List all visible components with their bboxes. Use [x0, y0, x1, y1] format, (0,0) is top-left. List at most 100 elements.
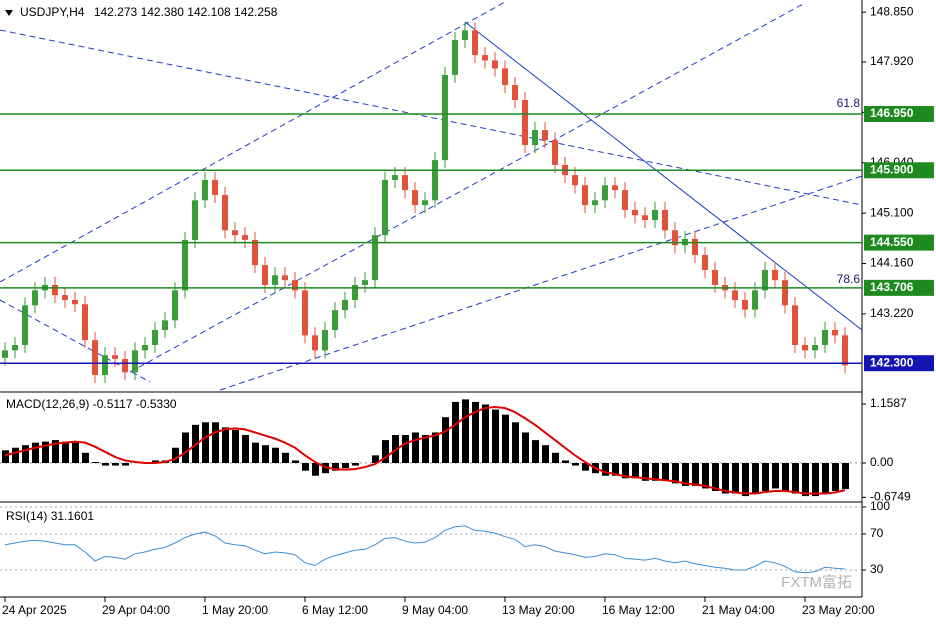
level-label: 146.950 [870, 106, 914, 120]
x-tick-label: 1 May 20:00 [202, 603, 268, 617]
histogram-bar [742, 463, 749, 497]
level-box [864, 279, 934, 296]
histogram-bar [772, 463, 779, 489]
candle-body [152, 329, 158, 345]
candle-body [702, 254, 708, 270]
histogram-bar [252, 442, 259, 464]
candle-body [282, 275, 288, 281]
histogram-bar [702, 463, 709, 489]
candle-body [252, 239, 258, 266]
histogram-bar [522, 432, 529, 464]
candle-body [632, 209, 638, 216]
level-box [864, 162, 934, 179]
indicator-value: 31.1601 [51, 509, 95, 523]
menu-icon [5, 10, 13, 16]
candle-body [242, 235, 248, 240]
candle-body [112, 355, 118, 359]
indicator-header: MACD(12,26,9) -0.5117 -0.5330 [6, 397, 177, 411]
histogram-bar [382, 440, 389, 464]
candle-body [292, 280, 298, 291]
candle-body [332, 310, 338, 330]
signal-line [4, 406, 846, 495]
histogram-bar [62, 441, 69, 464]
candle-body [712, 269, 718, 285]
histogram-bar [72, 442, 79, 464]
histogram-bar [182, 432, 189, 464]
histogram-bar [112, 463, 119, 466]
histogram-bar [32, 442, 39, 464]
candle-body [262, 265, 268, 285]
histogram-bar [332, 463, 339, 471]
candle-body [12, 344, 18, 351]
histogram-bar [802, 463, 809, 497]
candle-body [232, 230, 238, 236]
candle-body [322, 329, 328, 351]
histogram-bar [82, 452, 89, 464]
candle-body [642, 215, 648, 221]
histogram-bar [92, 461, 99, 464]
y-tick-label: 100 [870, 499, 890, 513]
candle-body [462, 30, 468, 41]
indicator-value: -0.5117 [93, 397, 133, 411]
histogram-bar [412, 432, 419, 464]
candle-body [572, 175, 578, 186]
histogram-bar [482, 404, 489, 464]
candle-body [402, 175, 408, 191]
trendline [464, 21, 863, 331]
y-tick-label: 0.00 [870, 455, 894, 469]
histogram-bar [402, 435, 409, 464]
histogram-bar [762, 463, 769, 491]
histogram-bar [152, 460, 159, 464]
y-tick-label: 30 [870, 562, 884, 576]
histogram-bar [792, 463, 799, 494]
level-box [864, 106, 934, 123]
candle-body [602, 185, 608, 201]
histogram-bar [732, 463, 739, 494]
x-tick-label: 23 May 20:00 [802, 603, 875, 617]
x-tick-label: 21 May 04:00 [702, 603, 775, 617]
histogram-bar [292, 460, 299, 464]
candle-body [202, 179, 208, 201]
histogram-bar [372, 455, 379, 464]
candle-body [622, 190, 628, 210]
candle-body [482, 55, 488, 61]
histogram-bar [812, 463, 819, 497]
candle-body [432, 160, 438, 201]
candle-body [62, 295, 68, 300]
histogram-bar [512, 422, 519, 464]
level-label: 142.300 [870, 355, 914, 369]
histogram-bar [282, 452, 289, 464]
histogram-bar [822, 463, 829, 494]
rsi-line [4, 525, 846, 574]
candle-body [372, 235, 378, 281]
histogram-bar [722, 463, 729, 494]
histogram-bar [562, 460, 569, 464]
histogram-bar [552, 452, 559, 464]
candle-body [302, 290, 308, 336]
indicator-title: RSI(14) [6, 509, 47, 523]
y-tick-label: 145.100 [870, 205, 914, 219]
symbol: USDJPY,H4 [20, 5, 85, 19]
histogram-bar [202, 422, 209, 464]
level-label: 143.706 [870, 280, 914, 294]
candle-body [102, 355, 108, 375]
indicator-header: RSI(14) 31.1601 [6, 509, 94, 523]
level-label: 145.900 [870, 162, 914, 176]
histogram-bar [572, 463, 579, 466]
candle-body [92, 340, 98, 375]
candle-body [802, 344, 808, 351]
candle-body [342, 299, 348, 311]
candle-body [2, 350, 8, 358]
candle-body [782, 280, 788, 306]
histogram-bar [502, 414, 509, 464]
trendline [0, 1, 506, 283]
histogram-bar [172, 447, 179, 464]
candle-body [452, 40, 458, 75]
candle-body [122, 358, 128, 373]
histogram-bar [582, 463, 589, 471]
y-tick-label: 144.160 [870, 256, 914, 270]
ohlc-value: 142.380 [141, 5, 185, 19]
symbol-header: USDJPY,H4 142.273 142.380 142.108 142.25… [20, 5, 278, 19]
candle-body [822, 329, 828, 345]
